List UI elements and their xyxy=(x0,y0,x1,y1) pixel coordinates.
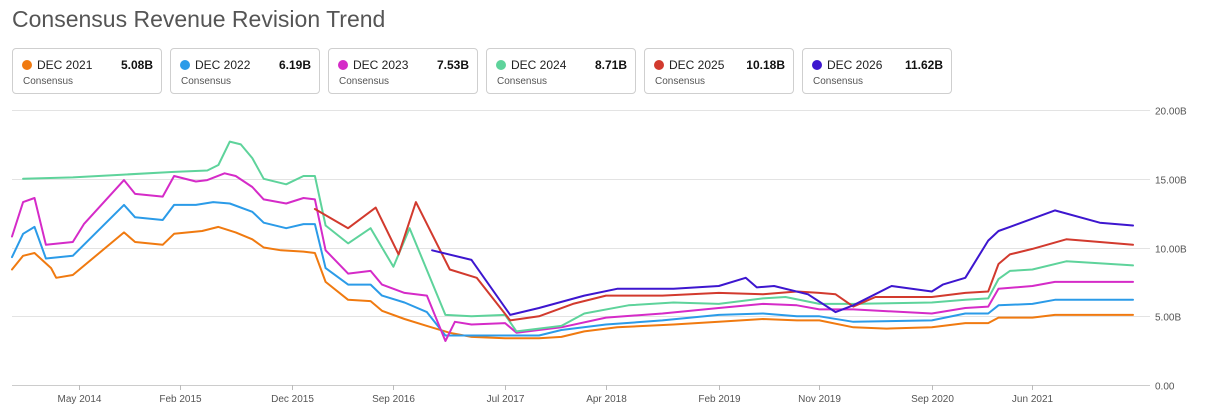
legend-series-value: 5.08B xyxy=(120,58,153,72)
legend-series-sub: Consensus xyxy=(23,76,74,87)
legend: DEC 2021 5.08B Consensus DEC 2022 6.19B … xyxy=(12,48,952,94)
legend-card-dec-2024[interactable]: DEC 2024 8.71B Consensus xyxy=(486,48,636,94)
legend-series-name: DEC 2026 xyxy=(827,58,883,72)
x-tick-label: Sep 2020 xyxy=(911,394,954,405)
x-tick-label: Jul 2017 xyxy=(487,394,525,405)
legend-series-name: DEC 2021 xyxy=(37,58,93,72)
series-dot-icon xyxy=(654,60,664,70)
legend-series-value: 7.53B xyxy=(436,58,469,72)
legend-series-value: 11.62B xyxy=(904,58,943,72)
series-line-dec-2025 xyxy=(313,201,1134,322)
x-tick-label: Feb 2015 xyxy=(159,394,202,405)
x-tick-label: Sep 2016 xyxy=(372,394,415,405)
legend-card-dec-2025[interactable]: DEC 2025 10.18B Consensus xyxy=(644,48,794,94)
x-tick-label: Jun 2021 xyxy=(1012,394,1054,405)
series-line-dec-2024 xyxy=(22,140,1134,333)
y-tick-label: 15.00B xyxy=(1155,176,1187,187)
series-line-dec-2023 xyxy=(11,172,1134,342)
legend-series-sub: Consensus xyxy=(813,76,864,87)
legend-series-sub: Consensus xyxy=(181,76,232,87)
x-tick-label: Feb 2019 xyxy=(698,394,741,405)
series-line-dec-2021 xyxy=(11,225,1134,340)
series-dot-icon xyxy=(22,60,32,70)
legend-series-sub: Consensus xyxy=(655,76,706,87)
series-dot-icon xyxy=(180,60,190,70)
legend-card-dec-2026[interactable]: DEC 2026 11.62B Consensus xyxy=(802,48,952,94)
legend-series-sub: Consensus xyxy=(339,76,390,87)
legend-series-sub: Consensus xyxy=(497,76,548,87)
y-tick-label: 5.00B xyxy=(1155,313,1181,324)
x-tick-label: May 2014 xyxy=(58,394,102,405)
legend-card-dec-2023[interactable]: DEC 2023 7.53B Consensus xyxy=(328,48,478,94)
series-line-dec-2026 xyxy=(431,209,1134,316)
legend-series-name: DEC 2023 xyxy=(353,58,409,72)
y-tick-label: 0.00 xyxy=(1155,382,1175,393)
legend-series-value: 10.18B xyxy=(746,58,785,72)
legend-series-value: 6.19B xyxy=(278,58,311,72)
series-dot-icon xyxy=(496,60,506,70)
legend-series-name: DEC 2022 xyxy=(195,58,251,72)
legend-series-name: DEC 2024 xyxy=(511,58,567,72)
chart-title: Consensus Revenue Revision Trend xyxy=(12,6,386,32)
series-dot-icon xyxy=(338,60,348,70)
legend-series-name: DEC 2025 xyxy=(669,58,725,72)
legend-series-value: 8.71B xyxy=(594,58,627,72)
series-line-dec-2022 xyxy=(11,201,1134,337)
x-tick-label: Apr 2018 xyxy=(586,394,627,405)
x-tick-label: Nov 2019 xyxy=(798,394,841,405)
y-tick-label: 20.00B xyxy=(1155,107,1187,118)
series-dot-icon xyxy=(812,60,822,70)
legend-card-dec-2021[interactable]: DEC 2021 5.08B Consensus xyxy=(12,48,162,94)
y-tick-label: 10.00B xyxy=(1155,245,1187,256)
x-tick-label: Dec 2015 xyxy=(271,394,314,405)
legend-card-dec-2022[interactable]: DEC 2022 6.19B Consensus xyxy=(170,48,320,94)
